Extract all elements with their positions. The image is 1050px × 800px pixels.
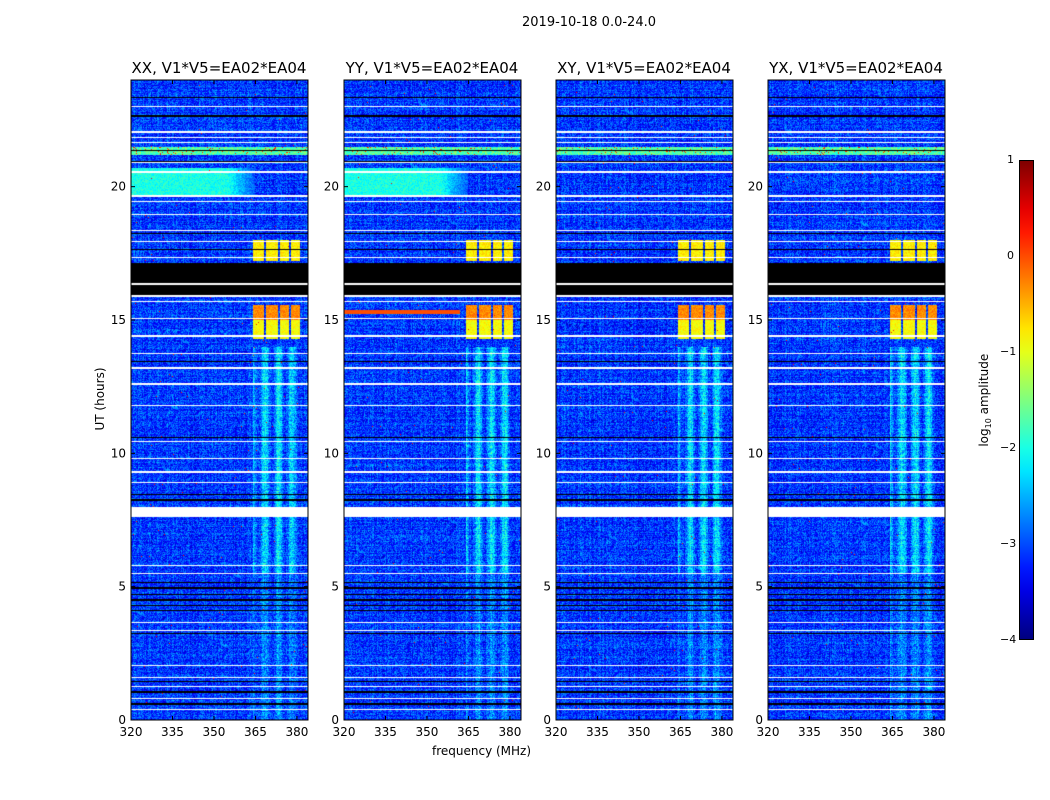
x-tick-label: 335	[586, 725, 609, 739]
x-tick-label: 380	[498, 725, 521, 739]
panel-title: XX, V1*V5=EA02*EA04	[131, 59, 307, 77]
y-tick-label: 15	[324, 313, 339, 327]
panel-axes: 320 335 350 365 380 0 5 10 15 20	[111, 79, 309, 739]
x-tick-label: 320	[333, 725, 356, 739]
y-tick-label: 5	[331, 580, 339, 594]
y-tick-label: 0	[331, 713, 339, 727]
x-tick-label: 365	[457, 725, 480, 739]
y-tick-label: 15	[748, 313, 763, 327]
x-axis-label: frequency (MHz)	[432, 744, 532, 758]
axes-frame	[343, 79, 522, 721]
panel-title: YY, V1*V5=EA02*EA04	[345, 59, 519, 77]
figure-title: 2019-10-18 0.0-24.0	[522, 15, 656, 30]
panel-title: YX, V1*V5=EA02*EA04	[769, 59, 943, 77]
panel-title: XY, V1*V5=EA02*EA04	[557, 59, 731, 77]
x-tick-label: 350	[628, 725, 651, 739]
y-tick-label: 20	[536, 180, 551, 194]
x-tick-label: 320	[120, 725, 143, 739]
x-tick-label: 380	[922, 725, 945, 739]
x-tick-label: 320	[545, 725, 568, 739]
x-tick-label: 350	[416, 725, 439, 739]
heatmap-image	[768, 80, 945, 720]
y-tick-label: 20	[111, 180, 126, 194]
y-tick-label: 15	[536, 313, 551, 327]
x-tick-label: 350	[840, 725, 863, 739]
x-tick-label: 365	[881, 725, 904, 739]
y-tick-label: 0	[543, 713, 551, 727]
colorbar-tick-label: −2	[1000, 441, 1017, 454]
colorbar-tick-label: −3	[1000, 537, 1017, 550]
x-tick-label: 335	[798, 725, 821, 739]
heatmap-image	[556, 80, 733, 720]
colorbar-tick-label: 0	[1007, 249, 1014, 262]
heatmap-image	[344, 80, 521, 720]
y-tick-label: 5	[543, 580, 551, 594]
y-tick-label: 10	[111, 446, 126, 460]
x-tick-label: 365	[669, 725, 692, 739]
y-tick-label: 5	[755, 580, 763, 594]
heatmap-image	[131, 80, 308, 720]
colorbar-tick-label: −4	[1000, 633, 1017, 646]
y-tick-label: 10	[748, 446, 763, 460]
y-tick-label: 15	[111, 313, 126, 327]
x-tick-label: 365	[244, 725, 267, 739]
y-tick-label: 20	[748, 180, 763, 194]
panel-axes: 320 335 350 365 380 0 5 10 15 20	[324, 79, 522, 739]
heatmap-panel: 320 335 350 365 380 0 5 10 15 20	[111, 79, 309, 739]
x-tick-label: 350	[203, 725, 226, 739]
y-tick-label: 5	[118, 580, 126, 594]
heatmap-panel: 320 335 350 365 380 0 5 10 15 20	[748, 79, 946, 739]
colorbar	[1019, 160, 1034, 640]
colorbar-label-main: log	[976, 428, 991, 447]
panel-axes: 320 335 350 365 380 0 5 10 15 20	[536, 79, 734, 739]
y-tick-label: 0	[755, 713, 763, 727]
panel-axes: 320 335 350 365 380 0 5 10 15 20	[748, 79, 946, 739]
axes-frame	[767, 79, 946, 721]
x-tick-label: 380	[710, 725, 733, 739]
axes-frame	[130, 79, 309, 721]
colorbar-label: log10 amplitude	[977, 345, 993, 455]
y-tick-label: 10	[324, 446, 339, 460]
colorbar-label-sub: 10	[984, 418, 994, 429]
axes-frame	[555, 79, 734, 721]
colorbar-label-tail: amplitude	[976, 353, 991, 419]
y-tick-label: 20	[324, 180, 339, 194]
x-tick-label: 320	[757, 725, 780, 739]
heatmap-panel: 320 335 350 365 380 0 5 10 15 20	[536, 79, 734, 739]
y-axis-label: UT (hours)	[93, 367, 107, 431]
y-tick-label: 10	[536, 446, 551, 460]
colorbar-tick-label: −1	[1000, 345, 1017, 358]
x-tick-label: 335	[161, 725, 184, 739]
y-tick-label: 0	[118, 713, 126, 727]
x-tick-label: 335	[374, 725, 397, 739]
x-tick-label: 380	[285, 725, 308, 739]
colorbar-tick-label: 1	[1007, 153, 1014, 166]
heatmap-panel: 320 335 350 365 380 0 5 10 15 20	[324, 79, 522, 739]
